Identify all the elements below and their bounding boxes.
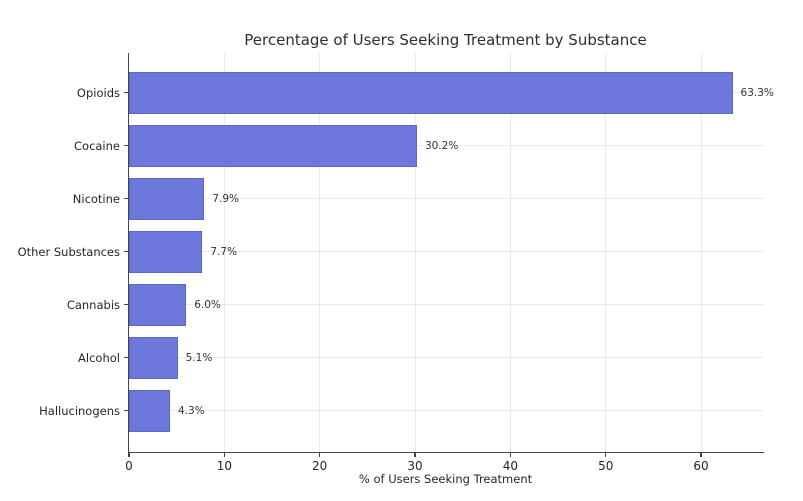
category-label: Cocaine xyxy=(74,138,120,153)
y-tick-mark xyxy=(124,409,129,412)
bar-value-label: 4.3% xyxy=(177,404,205,417)
y-tick-mark xyxy=(124,197,129,200)
x-tick-label: 40 xyxy=(502,459,519,473)
bar xyxy=(129,336,178,379)
x-tick-label: 10 xyxy=(216,459,232,473)
category-label: Opioids xyxy=(76,85,120,100)
bar-value-label: 6.0% xyxy=(194,298,221,311)
bar-value-label: 30.2% xyxy=(424,139,459,152)
bar xyxy=(129,124,417,167)
x-tick-label: 60 xyxy=(693,459,709,473)
h-gridline xyxy=(129,145,764,146)
v-gridline xyxy=(605,53,607,452)
h-gridline xyxy=(129,251,764,252)
y-tick-mark xyxy=(124,250,129,253)
bar xyxy=(129,71,733,114)
category-label: Cannabis xyxy=(66,297,120,312)
plot-area: 0 10 20 30 40 50 60 Opioids 63.3% Cocaine 30.2% Nic… xyxy=(18,53,774,473)
x-tick-label: 0 xyxy=(125,459,133,473)
h-gridline xyxy=(129,304,764,305)
y-tick-mark xyxy=(124,144,129,147)
bar xyxy=(129,177,205,220)
x-axis-label: % of Users Seeking Treatment xyxy=(358,472,533,486)
bar-value-label: 63.3% xyxy=(740,86,774,99)
x-tick-mark xyxy=(700,452,702,457)
x-tick-mark xyxy=(509,452,512,457)
x-tick-label: 30 xyxy=(407,459,423,473)
y-tick-mark xyxy=(124,303,129,306)
bar-value-label: 7.9% xyxy=(212,192,239,205)
bar xyxy=(129,230,203,273)
y-tick-mark xyxy=(124,91,129,94)
x-tick-mark xyxy=(223,452,226,457)
bar xyxy=(129,283,187,326)
y-tick-mark xyxy=(124,356,129,359)
v-gridline xyxy=(700,53,702,452)
x-tick-mark xyxy=(604,452,607,457)
bar-value-label: 5.1% xyxy=(185,351,213,364)
h-gridline xyxy=(129,410,764,411)
x-tick-label: 20 xyxy=(312,459,328,473)
v-gridline xyxy=(414,53,416,452)
bar xyxy=(129,389,170,432)
h-gridline xyxy=(129,198,764,199)
category-label: Hallucinogens xyxy=(39,403,120,418)
category-label: Alcohol xyxy=(78,350,120,365)
v-gridline xyxy=(509,53,511,452)
v-gridline xyxy=(319,53,321,452)
x-tick-mark xyxy=(414,452,416,457)
x-tick-mark xyxy=(318,452,321,457)
h-gridline xyxy=(129,357,764,358)
chart-title: Percentage of Users Seeking Treatment by… xyxy=(244,31,647,49)
x-tick-mark xyxy=(128,452,130,457)
x-tick-label: 50 xyxy=(598,459,614,473)
v-gridline xyxy=(223,53,225,452)
bar-value-label: 7.7% xyxy=(210,245,238,258)
category-label: Nicotine xyxy=(72,191,120,206)
category-label: Other Substances xyxy=(17,244,120,259)
